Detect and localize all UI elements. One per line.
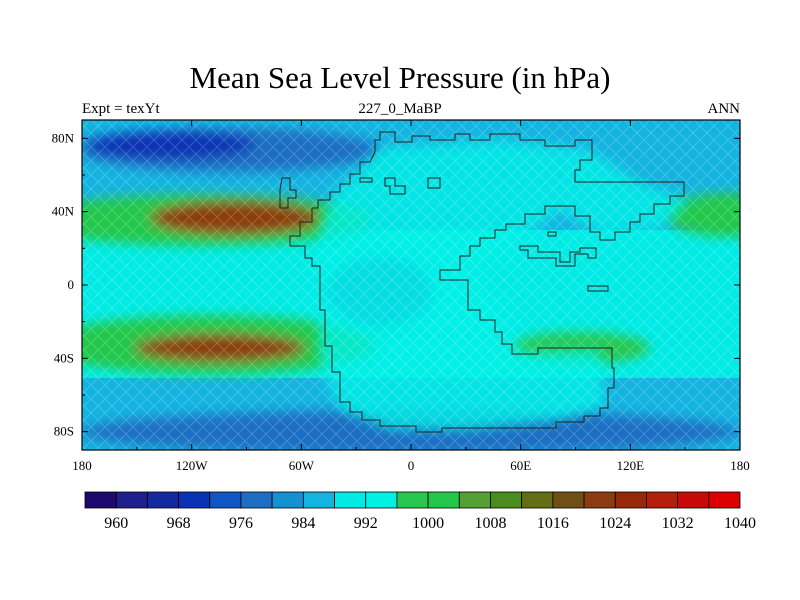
colorbar-swatch <box>115 491 148 509</box>
colorbar-swatch <box>427 491 460 509</box>
continent-outline <box>279 131 685 433</box>
colorbar-label: 1000 <box>412 515 444 532</box>
colorbar-label: 976 <box>229 515 253 532</box>
colorbar-label: 1008 <box>474 515 506 532</box>
colorbar-swatch <box>677 491 710 509</box>
colorbar-swatch <box>209 491 242 509</box>
chart-title: Mean Sea Level Pressure (in hPa) <box>189 60 611 95</box>
colorbar-label: 960 <box>104 515 128 532</box>
y-axis: 80N 40N 0 40S 80S <box>52 130 740 439</box>
colorbar-swatch <box>146 491 179 509</box>
colorbar-label: 984 <box>291 515 315 532</box>
y-tick-label: 0 <box>68 277 75 292</box>
age-label: 227_0_MaBP <box>358 101 442 117</box>
x-tick-label: 180 <box>730 458 750 473</box>
colorbar: 960 968 976 984 992 1000 1008 1016 1024 1032 1040 <box>84 491 756 532</box>
colorbar-swatch <box>521 491 554 509</box>
x-tick-label: 0 <box>408 458 415 473</box>
colorbar-swatch <box>302 491 335 509</box>
x-tick-label: 180 <box>72 458 92 473</box>
colorbar-label: 1040 <box>724 515 756 532</box>
colorbar-swatch <box>365 491 398 509</box>
colorbar-label: 992 <box>354 515 378 532</box>
x-axis: 180 120W 60W 0 60E 120E 180 <box>72 120 750 473</box>
experiment-label: Expt = texYt <box>82 101 160 117</box>
season-label: ANN <box>707 101 741 117</box>
y-tick-label: 80S <box>54 424 74 439</box>
colorbar-label: 1032 <box>662 515 694 532</box>
x-tick-label: 60E <box>510 458 531 473</box>
colorbar-swatch <box>458 491 491 509</box>
colorbar-swatch <box>271 491 304 509</box>
colorbar-label: 1016 <box>537 515 569 532</box>
y-tick-label: 40S <box>54 350 74 365</box>
pressure-field <box>82 120 740 450</box>
field-stipple <box>82 120 740 450</box>
colorbar-swatch <box>84 491 117 509</box>
colorbar-swatch <box>708 491 741 509</box>
x-tick-label: 120W <box>176 458 209 473</box>
colorbar-label: 968 <box>167 515 191 532</box>
colorbar-swatch <box>490 491 523 509</box>
colorbar-swatch <box>552 491 585 509</box>
x-tick-label: 120E <box>617 458 645 473</box>
colorbar-label: 1024 <box>599 515 631 532</box>
y-tick-label: 40N <box>52 204 75 219</box>
colorbar-swatch <box>646 491 679 509</box>
colorbar-swatch <box>583 491 616 509</box>
colorbar-swatch <box>334 491 367 509</box>
colorbar-swatch <box>614 491 647 509</box>
colorbar-swatch <box>240 491 273 509</box>
colorbar-swatch <box>178 491 211 509</box>
colorbar-swatch <box>396 491 429 509</box>
y-tick-label: 80N <box>52 130 75 145</box>
x-tick-label: 60W <box>289 458 315 473</box>
